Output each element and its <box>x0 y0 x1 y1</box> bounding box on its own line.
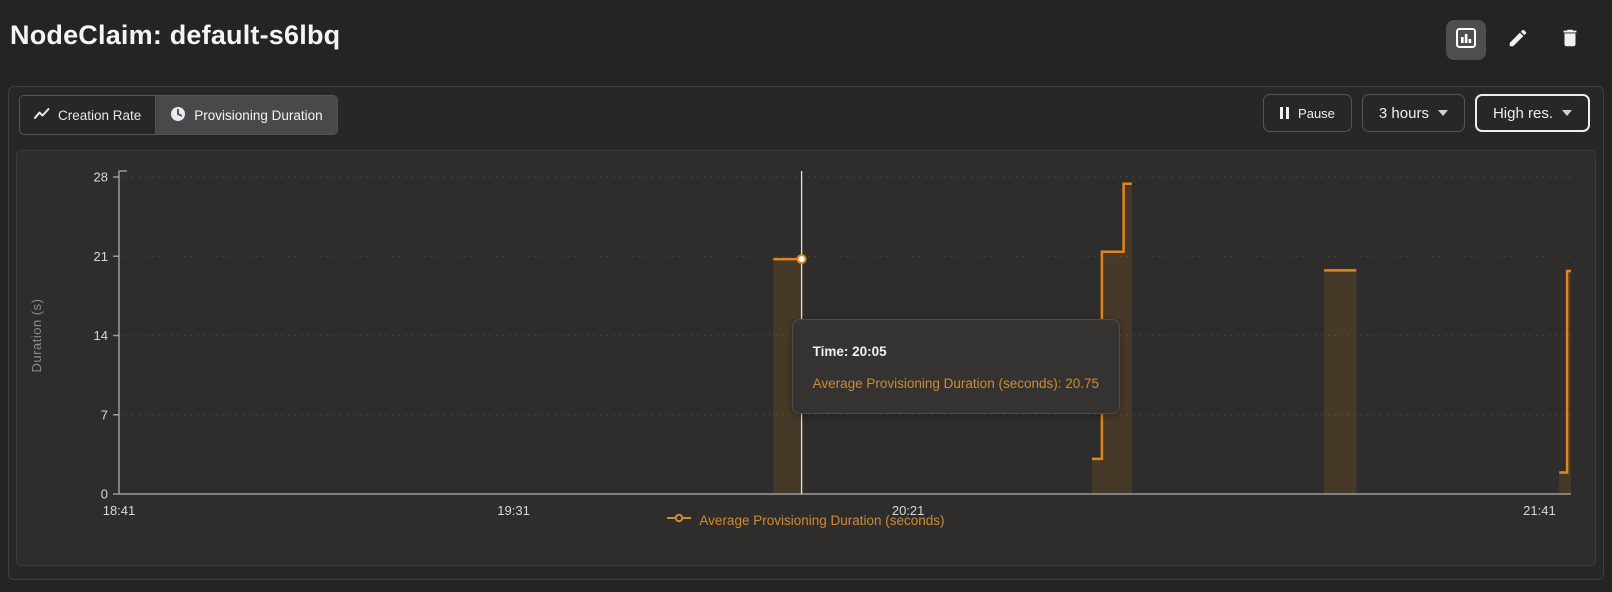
trend-icon <box>34 107 50 124</box>
x-tick-label: 19:31 <box>497 503 530 518</box>
series-area <box>773 259 802 494</box>
y-tick-label: 21 <box>94 249 108 264</box>
pause-label: Pause <box>1298 105 1335 121</box>
metrics-card: Creation Rate Provisioning Duration Paus… <box>8 86 1604 580</box>
legend-marker-icon <box>667 511 692 529</box>
chart-legend[interactable]: Average Provisioning Duration (seconds) <box>17 511 1595 529</box>
chevron-down-icon <box>1562 110 1572 116</box>
delete-button[interactable] <box>1550 20 1590 60</box>
y-tick-label: 14 <box>94 328 108 343</box>
toolbar-actions: Pause 3 hours High res. <box>1263 94 1590 132</box>
legend-label: Average Provisioning Duration (seconds) <box>699 512 945 528</box>
header-actions <box>1446 20 1590 60</box>
time-range-value: 3 hours <box>1378 104 1429 122</box>
x-tick-label: 18:41 <box>103 503 136 518</box>
hover-point <box>796 254 807 265</box>
edit-button[interactable] <box>1498 20 1538 60</box>
chart-view-button[interactable] <box>1446 20 1486 60</box>
page-title: NodeClaim: default-s6lbq <box>10 20 341 50</box>
time-range-select[interactable]: 3 hours <box>1361 94 1465 132</box>
pause-icon <box>1280 107 1290 119</box>
x-tick-label: 20:21 <box>892 503 925 518</box>
resolution-value: High res. <box>1492 104 1553 122</box>
trash-icon <box>1559 27 1581 54</box>
y-axis-title: Duration (s) <box>29 299 44 373</box>
y-tick-label: 7 <box>101 407 108 422</box>
tooltip-time: Time: 20:05 <box>812 344 887 359</box>
tab-label: Provisioning Duration <box>194 107 323 123</box>
bar-chart-icon <box>1454 26 1478 55</box>
series-line <box>1559 269 1571 474</box>
series-area <box>1324 270 1357 494</box>
pause-button[interactable]: Pause <box>1263 94 1352 132</box>
page-header: NodeClaim: default-s6lbq <box>0 0 1612 80</box>
chart-canvas[interactable]: 0 7 14 21 28 18:41 19:31 20:21 21:41 Duration (s) <box>17 151 1595 565</box>
chart-toolbar: Creation Rate Provisioning Duration Paus… <box>18 94 1594 135</box>
series-area <box>1559 271 1571 494</box>
series-line <box>1092 182 1132 461</box>
chart-panel: 0 7 14 21 28 18:41 19:31 20:21 21:41 Duration (s)… <box>16 150 1596 566</box>
tooltip-value: Average Provisioning Duration (seconds):… <box>812 376 1100 391</box>
tab-creation-rate[interactable]: Creation Rate <box>20 96 155 134</box>
resolution-select[interactable]: High res. <box>1474 94 1590 132</box>
chart-tooltip: Time: 20:05 Average Provisioning Duratio… <box>791 319 1121 414</box>
tab-provisioning-duration[interactable]: Provisioning Duration <box>155 96 337 134</box>
x-tick-label: 21:41 <box>1523 503 1556 518</box>
clock-icon <box>170 106 186 125</box>
chevron-down-icon <box>1437 110 1448 116</box>
metric-tab-group: Creation Rate Provisioning Duration <box>19 95 338 135</box>
y-tick-label: 0 <box>101 487 108 502</box>
y-tick-label: 28 <box>94 170 108 185</box>
tab-label: Creation Rate <box>58 107 142 123</box>
pencil-icon <box>1507 27 1529 54</box>
